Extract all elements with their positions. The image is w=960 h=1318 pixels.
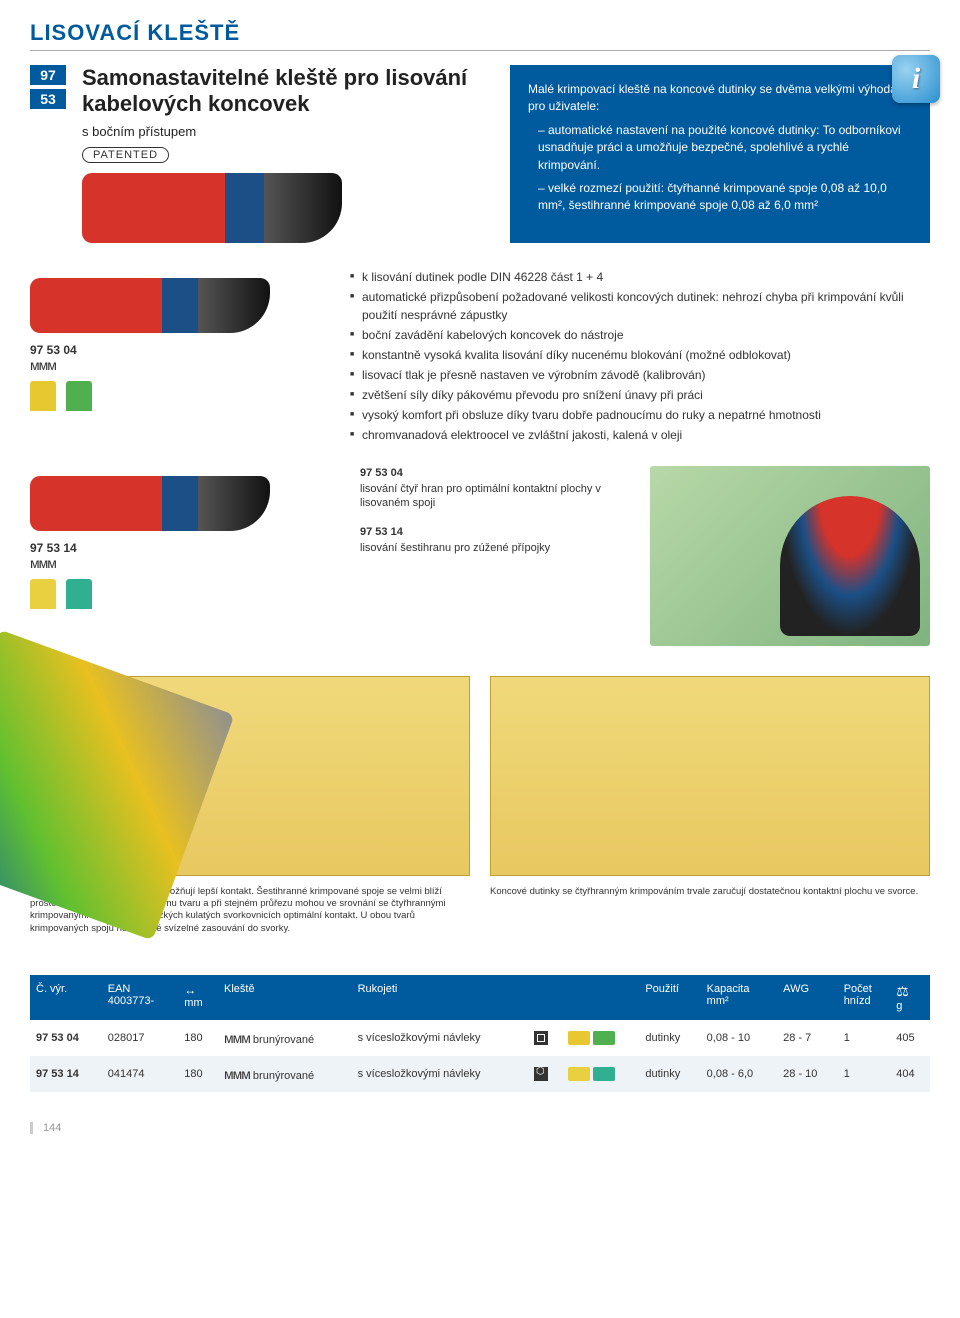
cell-cap: 0,08 - 6,0 [701, 1056, 778, 1092]
illustration-left [30, 676, 470, 876]
product-number-badges: 97 53 [30, 65, 66, 243]
cell-ferrules [562, 1020, 639, 1056]
caption-1: 97 53 04 lisování čtyř hran pro optimáln… [360, 466, 620, 511]
feature-item: boční zavádění kabelových koncovek do ná… [350, 326, 930, 344]
product-variant-1: 97 53 04 ᴍᴍᴍ [30, 268, 330, 446]
crimp-shape-icon [534, 1031, 548, 1045]
cell-mm: 180 [178, 1056, 218, 1092]
feature-item: k lisování dutinek podle DIN 46228 část … [350, 268, 930, 286]
cell-use: dutinky [639, 1020, 700, 1056]
cell-weight: 405 [890, 1020, 930, 1056]
arrow-icon [184, 985, 196, 997]
cell-ean: 028017 [102, 1020, 179, 1056]
cell-code: 97 53 14 [30, 1056, 102, 1092]
info-icon: i [892, 55, 940, 103]
cell-handles: s vícesložkovými návleky [352, 1056, 528, 1092]
th-pliers: Kleště [218, 975, 352, 1020]
cell-ean: 041474 [102, 1056, 179, 1092]
page-number: 144 [30, 1122, 930, 1134]
variant1-code: 97 53 04 [30, 343, 330, 357]
cell-handles: s vícesložkovými návleky [352, 1020, 528, 1056]
highlight-box: i Malé krimpovací kleště na koncové duti… [510, 65, 930, 243]
ferrule-yellow2-icon [30, 579, 56, 609]
table-row: 97 53 14041474180ᴍᴍᴍ brunýrovanés vícesl… [30, 1056, 930, 1092]
bluebox-item1: – automatické nastavení na použité konco… [528, 122, 912, 174]
cell-code: 97 53 04 [30, 1020, 102, 1056]
th-nests: Počet hnízd [838, 975, 891, 1020]
cell-mm: 180 [178, 1020, 218, 1056]
top-section: 97 53 Samonastavitelné kleště pro lisová… [30, 65, 930, 243]
ferrule-green-icon [66, 381, 92, 411]
product-hero-image [82, 173, 342, 243]
cell-pliers: ᴍᴍᴍ brunýrované [218, 1020, 352, 1056]
scale-icon [896, 987, 909, 999]
caption2-title: 97 53 14 [360, 525, 620, 539]
feature-item: zvětšení síly díky pákovému převodu pro … [350, 386, 930, 404]
th-code: Č. výr. [30, 975, 102, 1020]
cell-use: dutinky [639, 1056, 700, 1092]
feature-list: k lisování dutinek podle DIN 46228 část … [350, 268, 930, 444]
th-weight: g [890, 975, 930, 1020]
cell-cap: 0,08 - 10 [701, 1020, 778, 1056]
crimp-shape-icon [534, 1067, 548, 1081]
cell-ferrules [562, 1056, 639, 1092]
feature-item: vysoký komfort při obsluze díky tvaru do… [350, 406, 930, 424]
th-icon [528, 975, 562, 1020]
illustration-right [490, 676, 930, 876]
feature-item: automatické přizpůsobení požadované veli… [350, 288, 930, 324]
ferrule-yellow-icon [30, 381, 56, 411]
ferrule-teal-icon [66, 579, 92, 609]
cell-nests: 1 [838, 1020, 891, 1056]
bluebox-intro: Malé krimpovací kleště na koncové dutink… [528, 81, 912, 116]
cell-nests: 1 [838, 1056, 891, 1092]
spec-table-wrap: Č. výr. EAN 4003773- mm Kleště Rukojeti … [30, 975, 930, 1092]
title-block: Samonastavitelné kleště pro lisování kab… [82, 65, 490, 243]
caption1-text: lisování čtyř hran pro optimální kontakt… [360, 482, 620, 511]
illus-caption-right: Koncové dutinky se čtyřhranným krimpován… [490, 886, 930, 935]
variant2-code: 97 53 14 [30, 541, 330, 555]
variant1-image [30, 278, 270, 333]
th-ferrule [562, 975, 639, 1020]
cell-awg: 28 - 7 [777, 1020, 838, 1056]
th-mm: mm [178, 975, 218, 1020]
cell-crimp-icon [528, 1056, 562, 1092]
subtitle: s bočním přístupem [82, 124, 490, 139]
feature-item: lisovací tlak je přesně nastaven ve výro… [350, 366, 930, 384]
table-row: 97 53 04028017180ᴍᴍᴍ brunýrovanés vícesl… [30, 1020, 930, 1056]
product-variant-2: 97 53 14 ᴍᴍᴍ [30, 466, 330, 609]
variant1-symbol: ᴍᴍᴍ [30, 357, 330, 373]
badge-top: 97 [30, 65, 66, 85]
cell-awg: 28 - 10 [777, 1056, 838, 1092]
caption1-title: 97 53 04 [360, 466, 620, 480]
cell-crimp-icon [528, 1020, 562, 1056]
th-awg: AWG [777, 975, 838, 1020]
th-use: Použití [639, 975, 700, 1020]
patented-badge: PATENTED [82, 147, 169, 163]
main-title-line1: Samonastavitelné kleště pro lisování [82, 65, 490, 91]
main-title-line2: kabelových koncovek [82, 91, 490, 117]
cell-pliers: ᴍᴍᴍ brunýrované [218, 1056, 352, 1092]
feature-item: konstantně vysoká kvalita lisování díky … [350, 346, 930, 364]
variant2-image [30, 476, 270, 531]
spec-table: Č. výr. EAN 4003773- mm Kleště Rukojeti … [30, 975, 930, 1092]
page-header: LISOVACÍ KLEŠTĚ [30, 20, 930, 51]
caption2-text: lisování šestihranu pro zúžené přípojky [360, 541, 620, 555]
feature-item: chromvanadová elektroocel ve zvláštní ja… [350, 426, 930, 444]
th-ean: EAN 4003773- [102, 975, 179, 1020]
cell-weight: 404 [890, 1056, 930, 1092]
demo-photo [650, 466, 930, 646]
variant2-symbol: ᴍᴍᴍ [30, 555, 330, 571]
th-cap: Kapacita mm² [701, 975, 778, 1020]
caption-2: 97 53 14 lisování šestihranu pro zúžené … [360, 525, 620, 556]
badge-bottom: 53 [30, 89, 66, 109]
bluebox-item2: – velké rozmezí použití: čtyřhanné krimp… [528, 180, 912, 215]
th-handles: Rukojeti [352, 975, 528, 1020]
